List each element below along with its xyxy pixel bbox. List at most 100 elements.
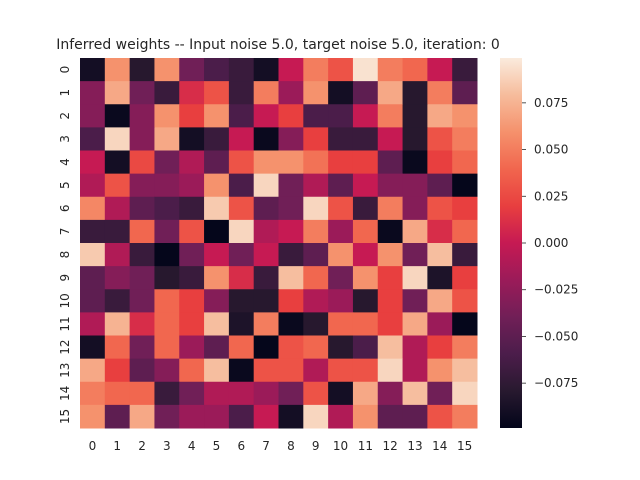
heatmap-cell	[328, 104, 354, 128]
heatmap-cell	[402, 104, 428, 128]
heatmap-cell	[303, 104, 329, 128]
heatmap-cell	[204, 243, 230, 267]
heatmap-cell	[154, 196, 180, 221]
heatmap-cell	[179, 127, 205, 152]
heatmap-cell	[377, 381, 404, 406]
heatmap-cell	[204, 81, 230, 105]
y-tick-label: 4	[58, 158, 72, 166]
heatmap-cell	[377, 289, 404, 313]
heatmap-cell	[352, 266, 379, 290]
heatmap-cell	[104, 81, 131, 105]
heatmap-cell	[253, 150, 279, 175]
heatmap-cell	[402, 335, 428, 360]
heatmap-cell	[402, 381, 428, 406]
heatmap-cell	[253, 196, 279, 221]
heatmap-cell	[253, 266, 279, 290]
x-tick-label: 3	[163, 439, 171, 453]
heatmap-cell	[129, 150, 155, 175]
x-tick-label: 2	[138, 439, 146, 453]
heatmap-cell	[253, 127, 279, 152]
heatmap-cell	[452, 104, 478, 128]
heatmap-cell	[303, 335, 329, 360]
heatmap-cell	[427, 358, 453, 383]
heatmap-cell	[427, 266, 453, 290]
heatmap-cell	[377, 81, 404, 105]
heatmap-cell	[377, 243, 404, 267]
heatmap-cell	[452, 289, 478, 313]
heatmap-cell	[377, 150, 404, 175]
heatmap-cell	[352, 81, 379, 105]
heatmap-cell	[204, 335, 230, 360]
heatmap-cell	[228, 173, 255, 198]
x-tick-label: 0	[89, 439, 97, 453]
heatmap-cell	[278, 289, 304, 313]
heatmap-cell	[80, 266, 106, 290]
heatmap-cell	[303, 127, 329, 152]
heatmap-cell	[129, 243, 155, 267]
heatmap-cell	[452, 335, 478, 360]
heatmap-cell	[80, 173, 106, 198]
heatmap-cell	[179, 404, 205, 429]
heatmap-cell	[253, 289, 279, 313]
heatmap-cell	[427, 196, 453, 221]
heatmap-cell	[377, 404, 404, 429]
heatmap-cell	[104, 358, 131, 383]
heatmap-cell	[104, 196, 131, 221]
heatmap-cell	[402, 404, 428, 429]
heatmap-cell	[104, 289, 131, 313]
heatmap-cell	[402, 150, 428, 175]
heatmap-cell	[228, 243, 255, 267]
heatmap-cell	[402, 266, 428, 290]
heatmap-cell	[80, 127, 106, 152]
colorbar-ticks: 0.075 0.050 0.025 0.000 −0.025 −0.050 −0.075	[522, 96, 578, 390]
heatmap-cell	[328, 127, 354, 152]
heatmap-cell	[452, 219, 478, 244]
heatmap-cell	[278, 127, 304, 152]
heatmap-cell	[352, 404, 379, 429]
heatmap-cell	[328, 266, 354, 290]
heatmap-cell	[328, 358, 354, 383]
heatmap-cell	[278, 312, 304, 337]
heatmap-cell	[303, 404, 329, 429]
heatmap-cell	[402, 243, 428, 267]
heatmap-cell	[253, 404, 279, 429]
heatmap-cell	[352, 358, 379, 383]
heatmap-cell	[179, 173, 205, 198]
heatmap-cell	[427, 150, 453, 175]
heatmap-cell	[452, 404, 478, 429]
heatmap-cell	[228, 404, 255, 429]
heatmap-cell	[377, 219, 404, 244]
heatmap-cell	[303, 150, 329, 175]
heatmap-cell	[278, 196, 304, 221]
heatmap-cell	[303, 289, 329, 313]
heatmap-cell	[228, 81, 255, 105]
heatmap-cell	[427, 173, 453, 198]
heatmap-cell	[402, 196, 428, 221]
y-tick-label: 12	[58, 339, 72, 354]
heatmap-cell	[328, 381, 354, 406]
heatmap-cell	[452, 127, 478, 152]
heatmap-cell	[154, 150, 180, 175]
heatmap-cell	[129, 173, 155, 198]
heatmap-cell	[154, 312, 180, 337]
heatmap-cell	[427, 81, 453, 105]
heatmap-cell	[228, 335, 255, 360]
heatmap-cell	[377, 58, 404, 82]
heatmap-cell	[228, 266, 255, 290]
y-tick-label: 15	[58, 409, 72, 424]
heatmap-cell	[80, 243, 106, 267]
x-tick-label: 4	[188, 439, 196, 453]
heatmap-cell	[228, 219, 255, 244]
heatmap-cell	[204, 127, 230, 152]
heatmap-cell	[452, 243, 478, 267]
heatmap-cell	[228, 381, 255, 406]
heatmap-cell	[402, 358, 428, 383]
heatmap-cell	[104, 173, 131, 198]
heatmap-cell	[427, 335, 453, 360]
heatmap-cell	[452, 81, 478, 105]
x-tick-label: 13	[407, 439, 422, 453]
heatmap-cell	[129, 404, 155, 429]
heatmap-cell	[427, 104, 453, 128]
heatmap-cell	[452, 196, 478, 221]
heatmap-cell	[179, 243, 205, 267]
